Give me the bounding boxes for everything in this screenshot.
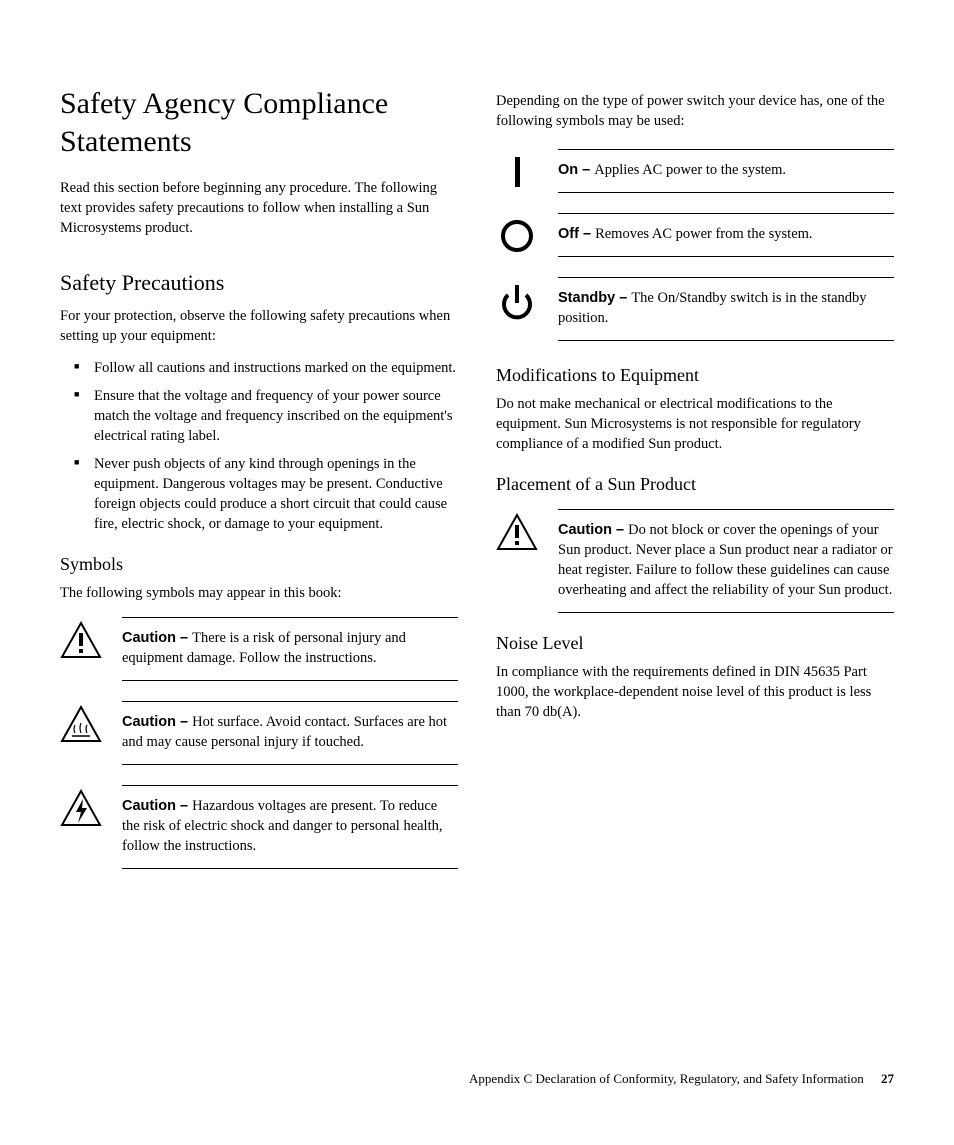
precautions-heading: Safety Precautions [60,270,458,296]
power-off-icon [496,213,558,255]
list-item: Ensure that the voltage and frequency of… [78,386,458,446]
power-standby-icon [496,277,558,323]
page-footer: Appendix C Declaration of Conformity, Re… [469,1071,894,1087]
mods-text: Do not make mechanical or electrical mod… [496,394,894,454]
symbols-heading: Symbols [60,554,458,575]
left-column: Safety Agency Compliance Statements Read… [60,85,458,889]
symbol-row: Caution – There is a risk of personal in… [60,617,458,681]
symbol-text: Off – Removes AC power from the system. [558,213,894,257]
symbol-text: On – Applies AC power to the system. [558,149,894,193]
page-title: Safety Agency Compliance Statements [60,85,458,160]
list-item: Never push objects of any kind through o… [78,454,458,534]
power-on-icon [496,149,558,191]
caution-label: Caution – [122,630,192,646]
symbol-row: Caution – Hot surface. Avoid contact. Su… [60,701,458,765]
precautions-list: Follow all cautions and instructions mar… [60,358,458,534]
page-number: 27 [881,1071,894,1086]
symbol-text: Caution – There is a risk of personal in… [122,617,458,681]
mods-heading: Modifications to Equipment [496,365,894,386]
placement-heading: Placement of a Sun Product [496,474,894,495]
power-intro: Depending on the type of power switch yo… [496,91,894,131]
footer-text: Appendix C Declaration of Conformity, Re… [469,1071,864,1086]
symbol-text: Caution – Hazardous voltages are present… [122,785,458,869]
off-label: Off – [558,226,595,242]
symbol-row: Off – Removes AC power from the system. [496,213,894,257]
symbol-row: Standby – The On/Standby switch is in th… [496,277,894,341]
caution-hot-icon [60,701,122,743]
symbol-text: Caution – Hot surface. Avoid contact. Su… [122,701,458,765]
on-body: Applies AC power to the system. [594,162,786,178]
on-label: On – [558,162,594,178]
off-body: Removes AC power from the system. [595,226,812,242]
placement-label: Caution – [558,522,628,538]
page-content: Safety Agency Compliance Statements Read… [0,0,954,889]
standby-label: Standby – [558,290,631,306]
intro-text: Read this section before beginning any p… [60,178,458,238]
noise-text: In compliance with the requirements defi… [496,662,894,722]
caution-label: Caution – [122,798,192,814]
symbol-text: Standby – The On/Standby switch is in th… [558,277,894,341]
list-item: Follow all cautions and instructions mar… [78,358,458,378]
right-column: Depending on the type of power switch yo… [496,85,894,889]
symbol-row: Caution – Hazardous voltages are present… [60,785,458,869]
symbols-intro: The following symbols may appear in this… [60,583,458,603]
noise-heading: Noise Level [496,633,894,654]
precautions-intro: For your protection, observe the followi… [60,306,458,346]
caution-voltage-icon [60,785,122,827]
symbol-row: On – Applies AC power to the system. [496,149,894,193]
symbol-text: Caution – Do not block or cover the open… [558,509,894,613]
caution-exclamation-icon [496,509,558,551]
caution-label: Caution – [122,714,192,730]
caution-exclamation-icon [60,617,122,659]
symbol-row: Caution – Do not block or cover the open… [496,509,894,613]
